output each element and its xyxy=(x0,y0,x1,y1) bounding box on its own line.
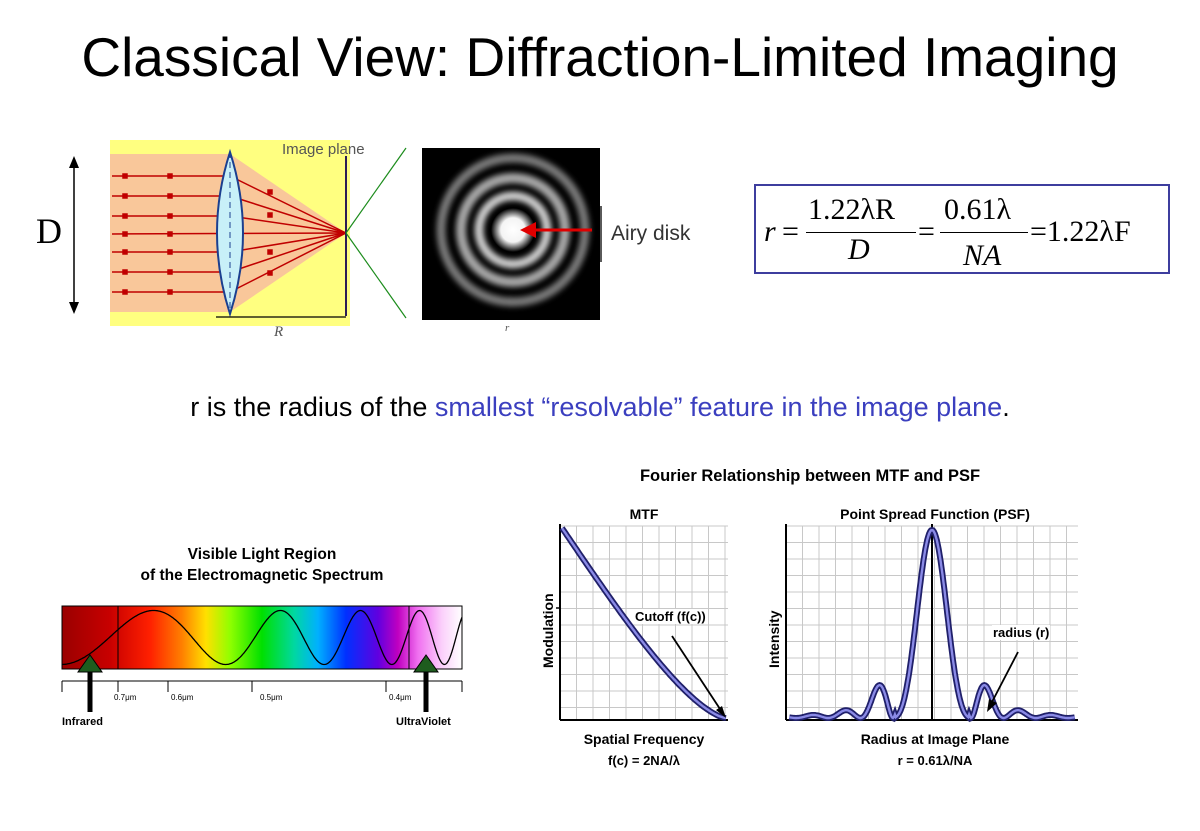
cutoff-arrow xyxy=(671,635,723,713)
psf-curve xyxy=(788,528,1076,720)
formula-denominator-2: NA xyxy=(963,239,1002,272)
tick-0-4: 0.4μm xyxy=(389,693,412,702)
tick-0-7: 0.7μm xyxy=(114,693,137,702)
tick-0-6: 0.6μm xyxy=(171,693,194,702)
radius-arrow-head-icon xyxy=(987,699,997,712)
spectrum-title: Visible Light Region of the Electromagne… xyxy=(62,544,462,586)
psf-y-label: Intensity xyxy=(766,610,782,668)
airy-radius-formula: r = 1.22λR D = 0.61λ NA =1.22λF xyxy=(754,184,1170,274)
psf-radius-formula: r = 0.61λ/NA xyxy=(897,753,973,768)
mtf-title: MTF xyxy=(629,506,659,522)
caption-period: . xyxy=(1002,392,1010,422)
mtf-y-label: Modulation xyxy=(540,593,556,668)
aperture-diameter-label: D xyxy=(36,211,62,251)
caption-highlight: smallest “resolvable” feature in the ima… xyxy=(434,392,1003,422)
formula-denominator-1: D xyxy=(848,233,870,266)
spectrum-title-line-1: Visible Light Region xyxy=(187,546,337,563)
radius-arrow xyxy=(991,651,1019,703)
psf-title: Point Spread Function (PSF) xyxy=(840,506,1030,522)
formula-numerator-2: 0.61λ xyxy=(944,193,1012,226)
airy-radius-label: r xyxy=(505,322,510,334)
airy-disk-core xyxy=(491,208,535,252)
cutoff-arrow-head-icon xyxy=(716,706,726,718)
psf-x-label: Radius at Image Plane xyxy=(860,731,1010,747)
lens-diagram: Image plane R xyxy=(69,140,407,338)
airy-label-bracket xyxy=(600,206,602,262)
fraction-bar-2 xyxy=(940,232,1028,233)
focal-distance-label: R xyxy=(273,324,283,338)
caption: r is the radius of the smallest “resolva… xyxy=(0,392,1200,423)
formula-equals-1: = xyxy=(782,215,799,248)
fourier-title: Fourier Relationship between MTF and PSF xyxy=(639,467,981,485)
arrow-head-icon xyxy=(520,222,536,238)
formula-r: r xyxy=(764,215,776,248)
spectrum-wave xyxy=(61,609,463,666)
mtf-cutoff-formula: f(c) = 2NA/λ xyxy=(608,753,680,768)
formula-tail: =1.22λF xyxy=(1030,215,1131,248)
infrared-arrow-icon xyxy=(77,654,103,712)
mtf-curve xyxy=(561,527,727,720)
light-rays xyxy=(111,173,347,295)
spectrum-band xyxy=(61,605,463,670)
spectrum-title-line-2: of the Electromagnetic Spectrum xyxy=(140,567,384,584)
ultraviolet-arrow-icon xyxy=(413,654,439,712)
formula-equals-2: = xyxy=(918,215,935,248)
slide-title: Classical View: Diffraction-Limited Imag… xyxy=(81,26,1119,88)
infrared-label: Infrared xyxy=(62,716,103,728)
spectrum-diagram: 0.7μm 0.6μm 0.5μm 0.4μm Infrared UltraVi… xyxy=(61,605,463,728)
mtf-x-label: Spatial Frequency xyxy=(583,731,705,747)
mtf-psf-charts xyxy=(556,524,1078,723)
caption-text: r is the radius of the xyxy=(190,392,435,422)
airy-disk-label: Airy disk xyxy=(611,222,691,245)
image-plane-label: Image plane xyxy=(282,141,365,158)
airy-pattern xyxy=(436,153,592,307)
radius-label: radius (r) xyxy=(992,625,1051,640)
fraction-bar-1 xyxy=(806,232,916,233)
diameter-arrow-icon xyxy=(69,156,79,314)
diverging-cone xyxy=(345,147,407,234)
formula-numerator-1: 1.22λR xyxy=(808,193,896,226)
ultraviolet-label: UltraViolet xyxy=(396,716,451,728)
mtf-grid xyxy=(559,525,728,720)
cutoff-label: Cutoff (f(c)) xyxy=(634,609,707,624)
tick-0-5: 0.5μm xyxy=(260,693,283,702)
